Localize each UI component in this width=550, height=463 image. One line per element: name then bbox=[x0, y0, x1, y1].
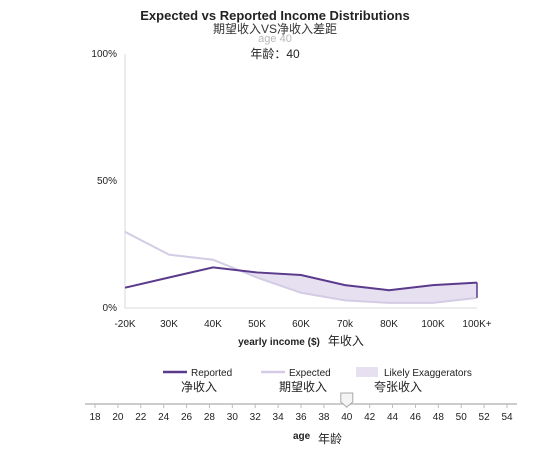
slider-tick-label: 50 bbox=[456, 412, 468, 423]
legend-swatch-exaggerators bbox=[356, 367, 378, 377]
slider-tick-label: 38 bbox=[318, 412, 330, 423]
legend-label-exaggerators: Likely Exaggerators bbox=[384, 368, 472, 379]
exaggerators-area bbox=[239, 270, 477, 303]
legend-label-expected: Expected bbox=[289, 368, 331, 379]
slider-tick-label: 46 bbox=[410, 412, 422, 423]
slider-tick-label: 26 bbox=[181, 412, 193, 423]
series-lines-layer bbox=[124, 230, 478, 304]
slider-tick-label: 48 bbox=[433, 412, 445, 423]
x-tick-label: 60K bbox=[292, 319, 310, 330]
slider-tick-label: 20 bbox=[112, 412, 124, 423]
age-slider[interactable]: 18 20 22 24 26 28 30 32 34 36 38 40 42 44 46 48 50 52 54 bbox=[85, 392, 517, 423]
x-tick-label: 30K bbox=[160, 319, 178, 330]
x-tick-label: 100K+ bbox=[462, 319, 491, 330]
slider-handle[interactable] bbox=[340, 392, 354, 408]
slider-tick-label: 32 bbox=[250, 412, 262, 423]
x-axis-title-en: yearly income ($) bbox=[238, 337, 320, 348]
y-tick-label: 0% bbox=[103, 303, 118, 314]
legend-label-cn-reported: 净收入 bbox=[181, 380, 217, 394]
slider-tick-label: 28 bbox=[204, 412, 216, 423]
chart-title: Expected vs Reported Income Distribution… bbox=[140, 8, 410, 23]
slider-label: age bbox=[293, 431, 311, 442]
x-tick-label: 70k bbox=[337, 319, 354, 330]
slider-label-cn: 年龄 bbox=[318, 432, 343, 446]
tick-labels-layer: 100% 50% 0% -20K 30K 40K 50K 60K 70k 80K 100K 100K+… bbox=[91, 49, 491, 348]
slider-tick-label: 22 bbox=[135, 412, 147, 423]
slider-tick-label: 54 bbox=[501, 412, 513, 423]
exaggerators-area-layer bbox=[239, 270, 477, 303]
slider-tick-label: 44 bbox=[387, 412, 399, 423]
slider-tick-label: 18 bbox=[89, 412, 101, 423]
legend-label-cn-exaggerators: 夸张收入 bbox=[374, 380, 422, 394]
slider-tick-label: 40 bbox=[341, 412, 353, 423]
x-tick-label: 40K bbox=[204, 319, 222, 330]
chart-subtitle: 期望收入VS净收入差距 bbox=[212, 22, 337, 36]
slider-tick-label: 24 bbox=[158, 412, 170, 423]
y-tick-label: 100% bbox=[91, 49, 117, 60]
slider-tick-label: 52 bbox=[479, 412, 491, 423]
slider-tick-label: 36 bbox=[295, 412, 307, 423]
x-tick-label: 50K bbox=[248, 319, 266, 330]
slider-tick-label: 42 bbox=[364, 412, 376, 423]
x-tick-label: 80K bbox=[380, 319, 398, 330]
age-caption-faint: age 40 bbox=[258, 33, 292, 45]
slider-tick-label: 30 bbox=[227, 412, 239, 423]
reported-line bbox=[124, 266, 478, 292]
legend-label-reported: Reported bbox=[191, 368, 232, 379]
slider-tick-label: 34 bbox=[273, 412, 285, 423]
legend-label-cn-expected: 期望收入 bbox=[279, 380, 327, 394]
age-caption: 年龄：40 bbox=[250, 47, 300, 61]
x-axis-title-cn: 年收入 bbox=[328, 334, 364, 348]
chart-axes bbox=[124, 54, 477, 309]
x-axis-title: yearly income ($) 年收入 bbox=[238, 334, 364, 348]
expected-line bbox=[124, 230, 478, 304]
x-tick-label: 100K bbox=[421, 319, 445, 330]
y-tick-label: 50% bbox=[97, 176, 117, 187]
x-tick-label: -20K bbox=[114, 319, 135, 330]
